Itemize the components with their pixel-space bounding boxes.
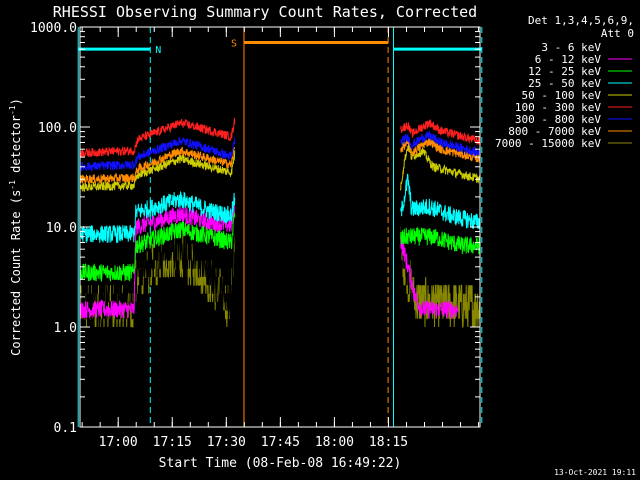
series-line-4-seg1: [79, 150, 236, 193]
series-layer: [79, 117, 481, 328]
legend-header-line2: Att 0: [601, 27, 634, 40]
legend-label-0: 3 - 6 keV: [541, 41, 601, 54]
y-tick-label-2: 10.0: [46, 221, 77, 236]
x-tick-label-1: 17:15: [153, 435, 192, 450]
x-axis-ticks: 17:00 17:15 17:30 17:45 18:00 18:15: [81, 27, 480, 450]
x-tick-label-0: 17:00: [99, 435, 138, 450]
x-tick-label-4: 18:00: [315, 435, 354, 450]
legend-label-1: 6 - 12 keV: [535, 53, 602, 66]
x-axis-label: Start Time (08-Feb-08 16:49:22): [159, 456, 402, 471]
chart-title: RHESSI Observing Summary Count Rates, Co…: [53, 3, 477, 21]
series-line-6-seg1: [79, 136, 236, 172]
series-line-6-seg2: [400, 131, 481, 156]
series-line-2-seg1: [79, 212, 236, 282]
legend-label-2: 12 - 25 keV: [528, 65, 601, 78]
legend-header-line1: Det 1,3,4,5,6,9,: [528, 14, 634, 27]
legend-label-6: 300 - 800 keV: [515, 113, 601, 126]
y-tick-label-1: 1.0: [54, 321, 77, 336]
y-axis-ticks: 0.1 1.0 10.0 100.0 1000.0: [30, 21, 480, 436]
legend-label-7: 800 - 7000 keV: [508, 125, 601, 138]
x-tick-label-5: 18:15: [369, 435, 408, 450]
y-tick-label-4: 1000.0: [30, 21, 77, 36]
series-line-3-seg2: [400, 173, 481, 232]
series-line-5-seg1: [79, 117, 236, 159]
x-tick-label-2: 17:30: [207, 435, 246, 450]
y-tick-label-0: 0.1: [54, 421, 77, 436]
series-line-7-seg2: [400, 136, 481, 163]
y-axis-label: Corrected Count Rate (s-1 detector-1): [8, 98, 23, 356]
legend-label-5: 100 - 300 keV: [515, 101, 601, 114]
series-line-3-seg1: [79, 190, 236, 244]
footer-timestamp: 13-Oct-2021 19:11: [554, 468, 636, 477]
legend-label-3: 25 - 50 keV: [528, 77, 601, 90]
series-line-7-seg1: [79, 146, 236, 185]
series-line-0-seg1: [79, 210, 236, 328]
series-line-1-seg2: [400, 238, 459, 320]
flag-S-label: S: [231, 38, 237, 49]
legend-label-4: 50 - 100 keV: [522, 89, 602, 102]
series-line-2-seg2: [400, 226, 481, 255]
legend-label-8: 7000 - 15000 keV: [495, 137, 601, 150]
flag-N-label: N: [155, 45, 161, 56]
flags-layer: NS: [77, 27, 483, 427]
y-tick-label-3: 100.0: [38, 121, 77, 136]
x-tick-label-3: 17:45: [261, 435, 300, 450]
series-line-5-seg2: [400, 119, 481, 145]
